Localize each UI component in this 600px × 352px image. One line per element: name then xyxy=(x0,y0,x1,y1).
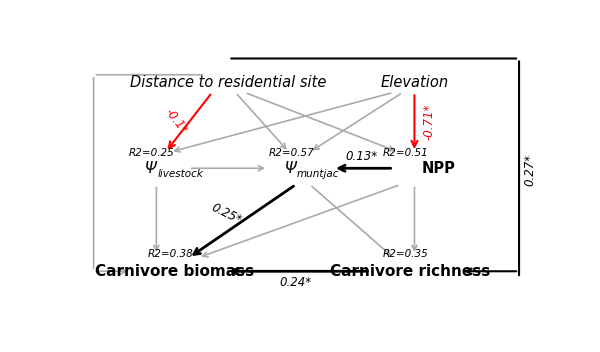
Text: Carnivore biomass: Carnivore biomass xyxy=(95,264,254,279)
Text: 0.27*: 0.27* xyxy=(524,153,537,186)
Text: R2=0.25: R2=0.25 xyxy=(129,148,175,158)
Text: Ψ: Ψ xyxy=(145,161,157,176)
Text: 0.24*: 0.24* xyxy=(280,276,312,289)
Text: Carnivore richness: Carnivore richness xyxy=(329,264,490,279)
Text: livestock: livestock xyxy=(157,169,203,180)
Text: Elevation: Elevation xyxy=(380,75,449,90)
Text: muntjac: muntjac xyxy=(297,169,340,180)
Text: 0.25*: 0.25* xyxy=(209,201,244,227)
Text: R2=0.35: R2=0.35 xyxy=(382,249,428,259)
Text: 0.13*: 0.13* xyxy=(346,150,378,163)
Text: Ψ: Ψ xyxy=(284,161,296,176)
Text: -0.71*: -0.71* xyxy=(423,104,436,140)
Text: NPP: NPP xyxy=(421,161,455,176)
Text: R2=0.51: R2=0.51 xyxy=(382,148,428,158)
Text: R2=0.57: R2=0.57 xyxy=(268,148,314,158)
Text: R2=0.38: R2=0.38 xyxy=(148,249,193,259)
Text: -0.1*: -0.1* xyxy=(163,106,190,136)
Text: Distance to residential site: Distance to residential site xyxy=(130,75,326,90)
